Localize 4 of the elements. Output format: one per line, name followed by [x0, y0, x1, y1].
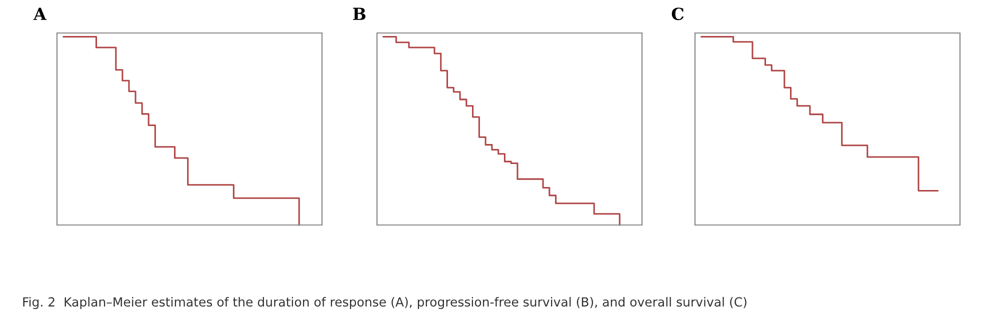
chart-title: C [672, 8, 684, 20]
caption: Fig. 2 Kaplan–Meier estimates of the duration of response (A), progression-free survival (B), and overall survival (C) [23, 296, 746, 310]
chart-title: B [353, 8, 366, 20]
chart-title: A [33, 8, 47, 20]
